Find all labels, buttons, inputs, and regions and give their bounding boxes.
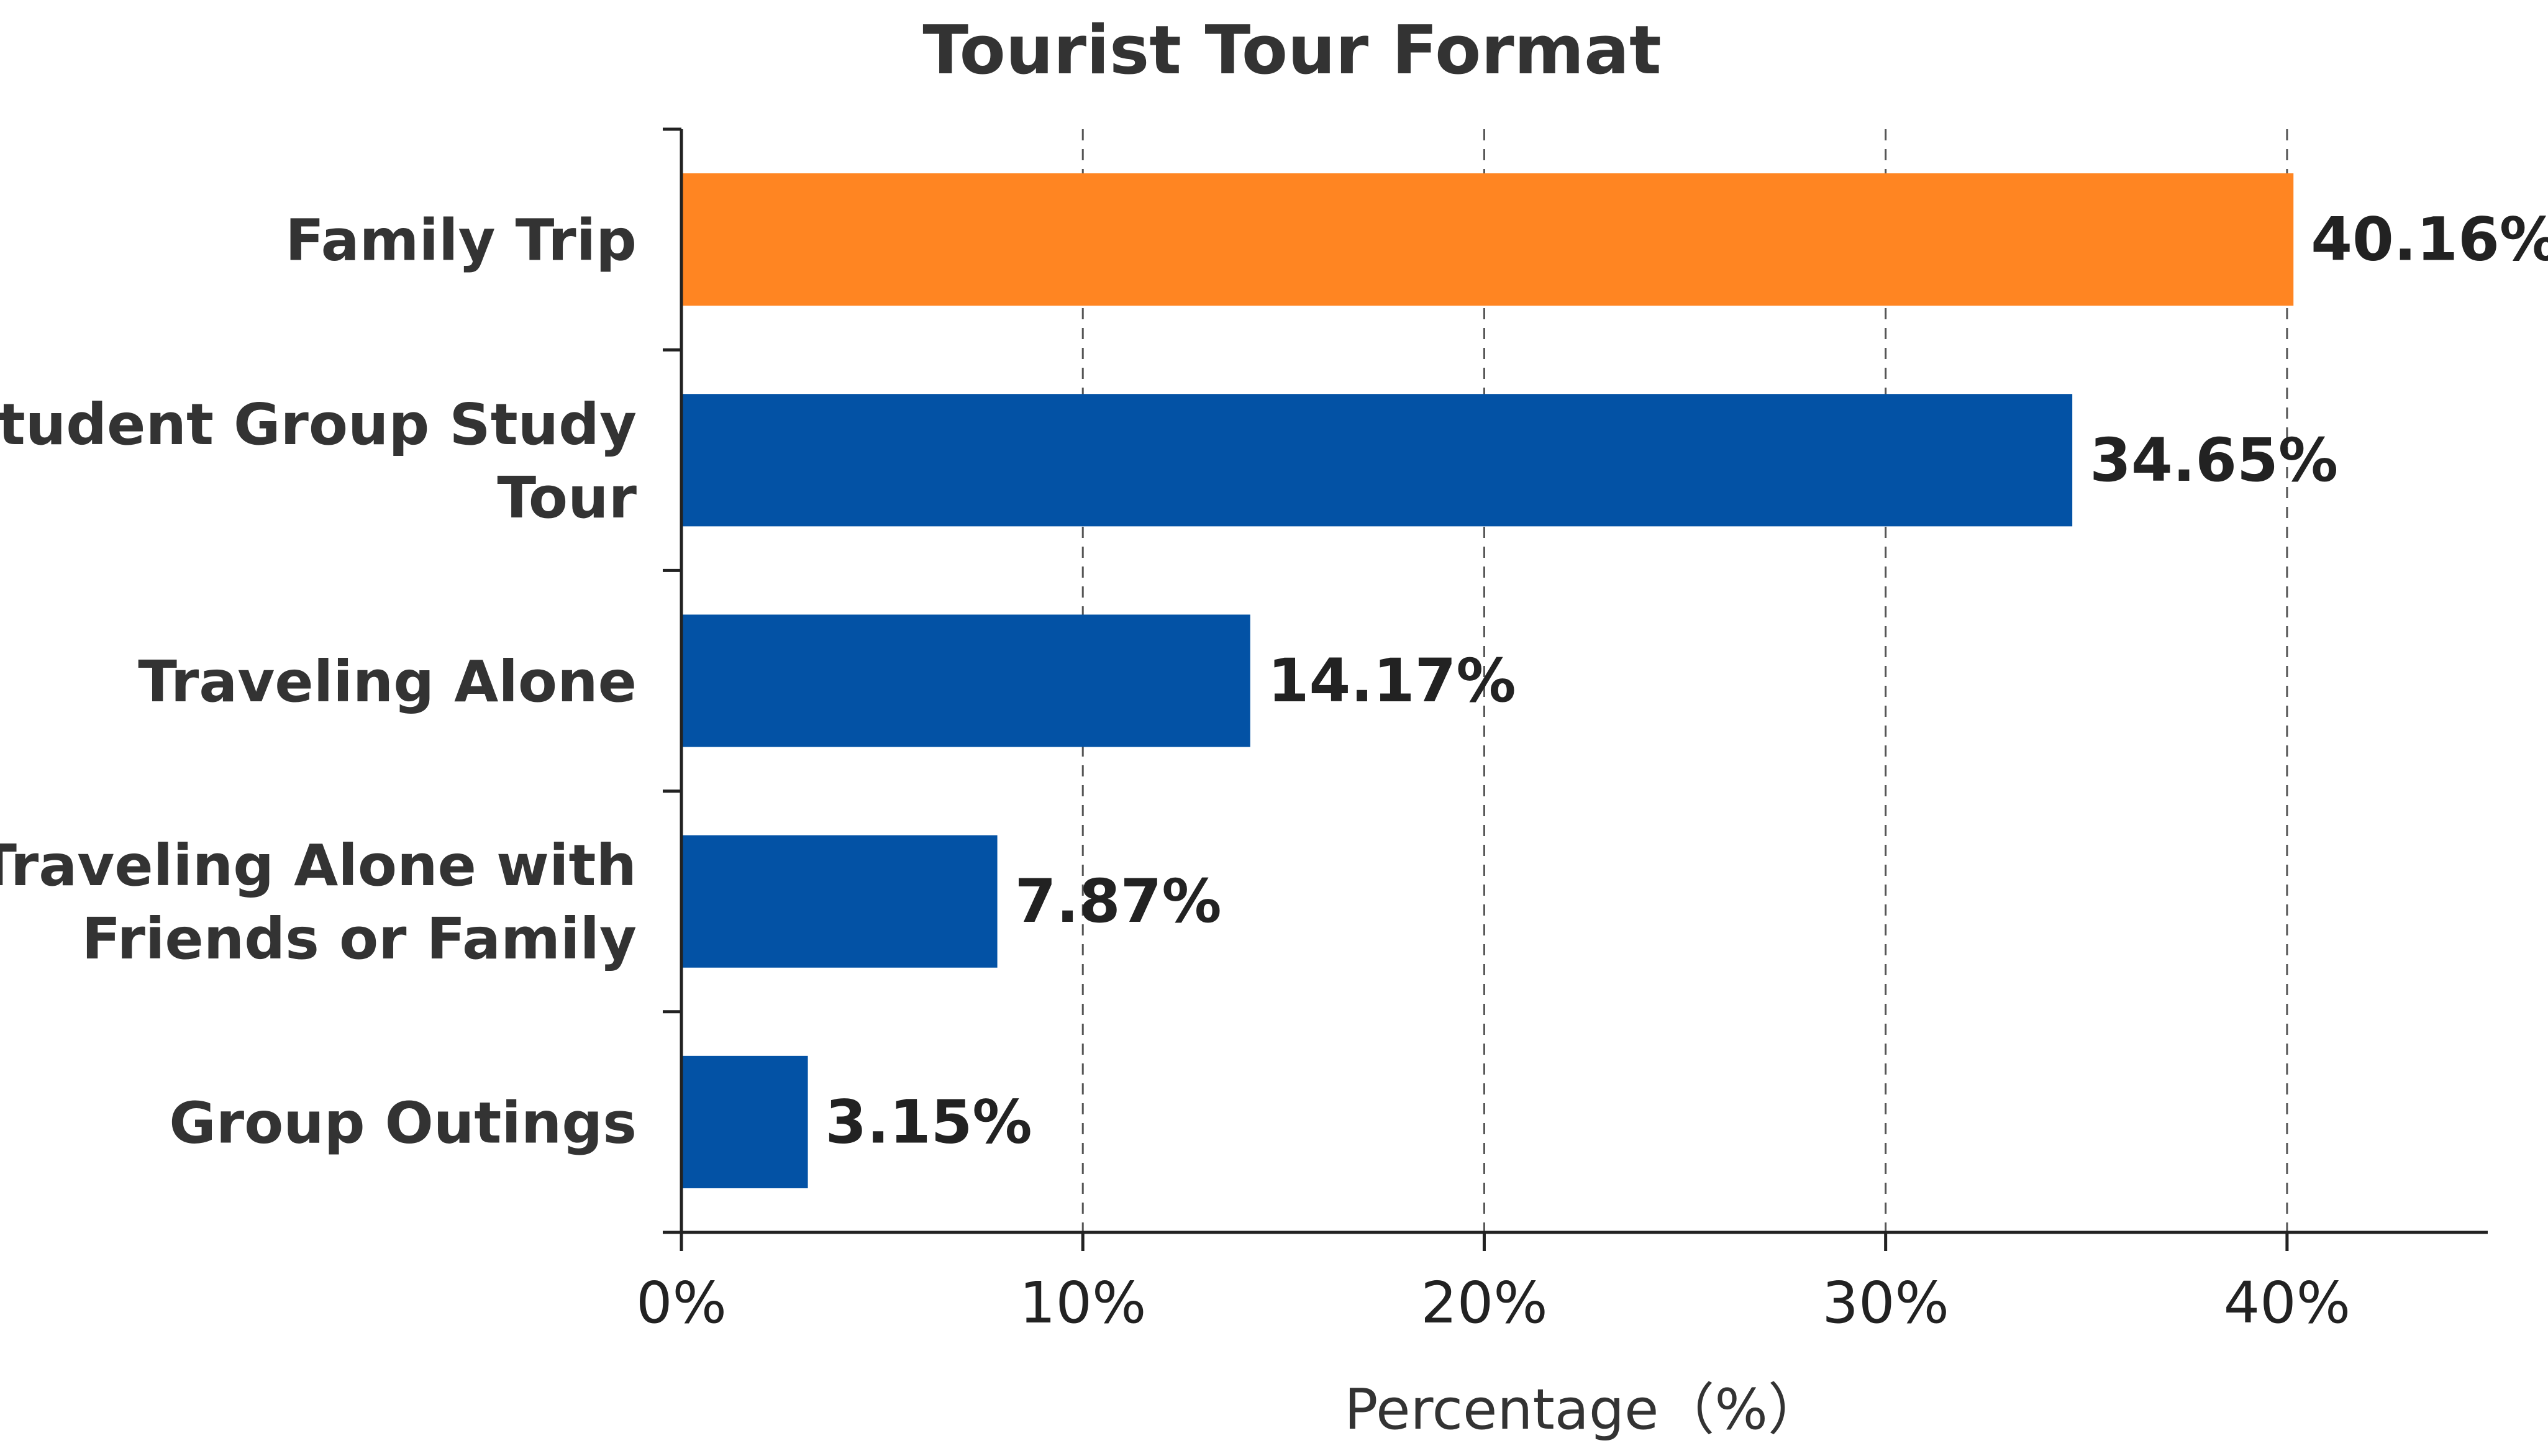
bar-0 [681, 173, 2294, 306]
category-label-line: Traveling Alone with [0, 832, 637, 899]
value-label-0: 40.16% [2311, 205, 2548, 275]
category-label-line: Group Outings [169, 1090, 637, 1156]
category-label-2: Traveling Alone [138, 648, 637, 715]
x-tick-label-30: 30% [1822, 1270, 1949, 1336]
bar-1 [681, 394, 2073, 527]
value-label-4: 3.15% [826, 1087, 1032, 1157]
bar-4 [681, 1055, 808, 1188]
category-label-line: Family Trip [285, 207, 637, 274]
axes [663, 127, 2488, 1251]
bars [681, 173, 2294, 1188]
category-labels: Family Trip Student Group Study Tour Travel… [0, 207, 637, 1157]
value-label-1: 34.65% [2090, 425, 2338, 495]
bar-2 [681, 614, 1250, 747]
x-tick-label-0: 0% [636, 1270, 727, 1336]
category-label-line: Tour [497, 465, 637, 531]
x-tick-label-10: 10% [1019, 1270, 1146, 1336]
value-label-3: 7.87% [1015, 867, 1222, 936]
category-label-3: Traveling Alone with Friends or Family [0, 832, 637, 972]
value-labels: 40.16% 34.65% 14.17% 7.87% 3.15% [826, 205, 2548, 1157]
category-label-4: Group Outings [169, 1090, 637, 1156]
category-label-line: Traveling Alone [138, 648, 637, 715]
chart-title: Tourist Tour Format [922, 12, 1661, 89]
category-label-1: Student Group Study Tour [0, 391, 637, 531]
bar-3 [681, 835, 998, 968]
x-tick-label-20: 20% [1421, 1270, 1547, 1336]
category-label-line: Student Group Study [0, 391, 637, 458]
category-label-0: Family Trip [285, 207, 637, 274]
x-tick-label-40: 40% [2224, 1270, 2350, 1336]
x-tick-labels: 0% 10% 20% 30% 40% [636, 1270, 2350, 1336]
gridlines [1081, 129, 2288, 1232]
value-label-2: 14.17% [1268, 646, 1516, 716]
category-label-line: Friends or Family [82, 906, 637, 972]
x-axis-title: Percentage（%） [1344, 1377, 1824, 1442]
